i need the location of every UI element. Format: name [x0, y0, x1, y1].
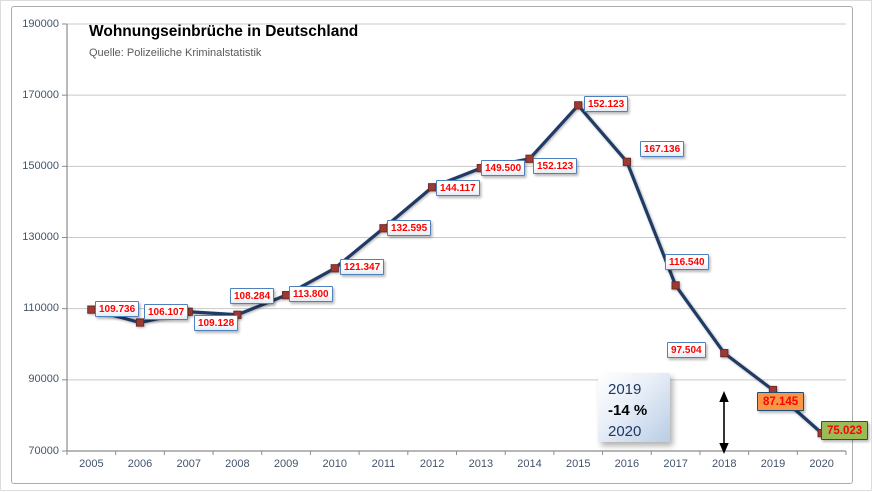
- data-point-2017: [671, 281, 680, 290]
- data-label-2018: 97.504: [667, 342, 706, 358]
- y-axis-tick-label: 170000: [22, 88, 59, 101]
- data-point-2010: [330, 264, 339, 273]
- x-axis-year-label: 2018: [712, 458, 737, 470]
- x-axis-year-label: 2006: [127, 458, 153, 470]
- x-axis-year-label: 2016: [614, 458, 640, 470]
- y-axis-tick-label: 110000: [23, 302, 59, 315]
- y-axis-tick-label: 70000: [28, 444, 59, 457]
- data-label-2016: 167.136: [640, 141, 685, 157]
- y-axis-tick-label: 90000: [28, 373, 59, 386]
- x-axis-year-label: 2015: [565, 458, 591, 470]
- y-axis-tick-label: 130000: [22, 231, 59, 243]
- x-axis-year-label: 2009: [273, 458, 299, 470]
- data-point-2018: [720, 349, 729, 358]
- data-point-2011: [379, 224, 388, 233]
- annotation-year-bottom: 2020: [608, 423, 642, 440]
- data-series: [87, 101, 826, 438]
- data-point-2015: [574, 101, 583, 110]
- x-axis-year-label: 2008: [225, 458, 250, 470]
- x-axis-year-label: 2020: [809, 458, 834, 470]
- data-label-2006: 106.107: [144, 304, 189, 320]
- data-point-2012: [428, 183, 437, 192]
- gridlines: [62, 23, 846, 452]
- data-label-2010: 121.347: [340, 259, 385, 275]
- chart-title: Wohnungseinbrüche in Deutschland: [89, 23, 359, 40]
- data-point-2016: [622, 157, 632, 166]
- data-point-2005: [87, 305, 96, 314]
- data-label-2019: 87.145: [757, 392, 805, 411]
- chart-subtitle: Quelle: Polizeiliche Kriminalstatistik: [89, 47, 262, 59]
- x-axis-year-label: 2019: [760, 458, 786, 470]
- y-axis-tick-label: 190000: [22, 17, 59, 30]
- chart-frame: [11, 6, 853, 484]
- data-label-2015: 152.123: [584, 96, 629, 112]
- x-axis-year-label: 2010: [322, 458, 348, 470]
- change-annotation: 2019 -14 % 2020: [598, 373, 670, 442]
- data-line: [89, 103, 824, 435]
- x-axis-year-label: 2012: [419, 458, 445, 470]
- annotation-year-top: 2019: [608, 381, 642, 398]
- data-label-2009: 113.800: [289, 286, 333, 302]
- data-label-2011: 132.595: [387, 220, 432, 236]
- x-axis-year-label: 2014: [517, 458, 542, 470]
- x-axis-year-label: 2007: [176, 458, 201, 470]
- data-label-2014: 152.123: [533, 158, 578, 174]
- x-axis-year-label: 2017: [663, 458, 688, 470]
- data-label-2008: 108.284: [230, 288, 275, 304]
- data-label-2012: 144.117: [436, 180, 480, 196]
- data-point-2006: [135, 318, 145, 327]
- y-axis-tick-label: 150000: [22, 159, 59, 172]
- axes: [66, 24, 847, 455]
- data-label-2005: 109.736: [95, 301, 140, 317]
- x-axis-year-label: 2011: [371, 458, 396, 470]
- data-label-2007: 109.128: [194, 315, 239, 331]
- x-axis-year-label: 2005: [79, 458, 104, 470]
- data-label-2017: 116.540: [665, 254, 709, 270]
- annotation-percent: -14 %: [608, 402, 648, 419]
- updown-arrow-icon: [719, 391, 729, 454]
- x-axis-year-label: 2013: [468, 458, 494, 470]
- data-label-2020: 75.023: [821, 421, 869, 440]
- data-label-2013: 149.500: [481, 160, 526, 176]
